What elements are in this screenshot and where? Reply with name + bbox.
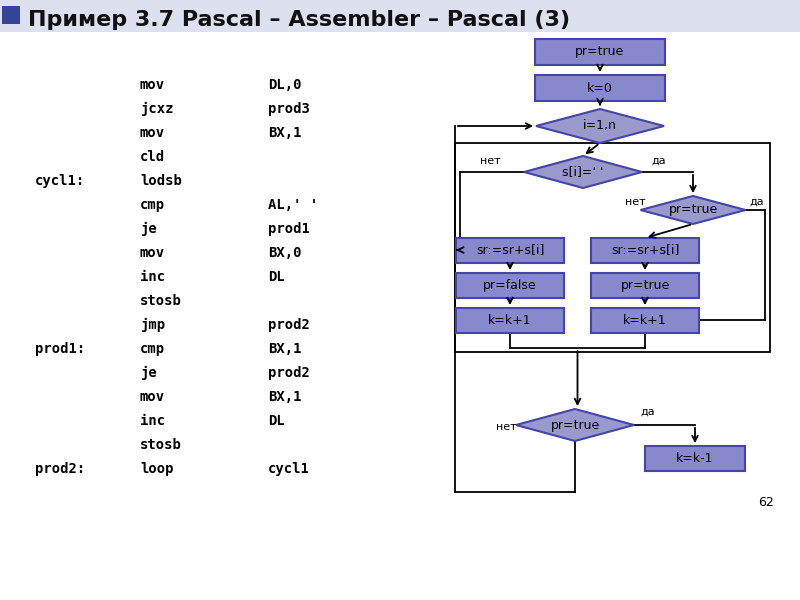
Polygon shape [536, 109, 664, 143]
Text: mov: mov [140, 246, 165, 260]
Text: DL: DL [268, 414, 285, 428]
Text: s[i]=' ': s[i]=' ' [562, 166, 604, 179]
Text: BX,1: BX,1 [268, 126, 302, 140]
FancyBboxPatch shape [456, 238, 564, 263]
Text: sr:=sr+s[i]: sr:=sr+s[i] [476, 244, 544, 257]
Text: je: je [140, 366, 157, 380]
Text: pr=true: pr=true [620, 278, 670, 292]
Text: mov: mov [140, 126, 165, 140]
Text: sr:=sr+s[i]: sr:=sr+s[i] [611, 244, 679, 257]
Text: нет: нет [480, 156, 500, 166]
FancyBboxPatch shape [0, 0, 800, 32]
Text: нет: нет [625, 197, 646, 207]
Text: k=k+1: k=k+1 [623, 313, 667, 326]
Text: stosb: stosb [140, 294, 182, 308]
Polygon shape [516, 409, 634, 441]
Text: DL,0: DL,0 [268, 78, 302, 92]
FancyBboxPatch shape [535, 39, 665, 65]
FancyBboxPatch shape [591, 238, 699, 263]
Text: cycl1: cycl1 [268, 462, 310, 476]
FancyBboxPatch shape [591, 307, 699, 332]
Text: lodsb: lodsb [140, 174, 182, 188]
Text: loop: loop [140, 462, 174, 476]
Text: k=0: k=0 [587, 82, 613, 94]
FancyBboxPatch shape [591, 272, 699, 298]
Text: cmp: cmp [140, 198, 165, 212]
FancyBboxPatch shape [645, 445, 745, 470]
Polygon shape [641, 196, 746, 224]
Text: cmp: cmp [140, 342, 165, 356]
Text: cld: cld [140, 150, 165, 164]
Text: jmp: jmp [140, 318, 165, 332]
Text: да: да [640, 407, 654, 417]
Text: jcxz: jcxz [140, 102, 174, 116]
Text: да: да [749, 197, 764, 207]
Text: BX,1: BX,1 [268, 342, 302, 356]
Text: prod3: prod3 [268, 102, 310, 116]
Text: prod1:: prod1: [35, 342, 86, 356]
Text: k=k+1: k=k+1 [488, 313, 532, 326]
Text: BX,0: BX,0 [268, 246, 302, 260]
Text: mov: mov [140, 390, 165, 404]
Text: pr=true: pr=true [550, 419, 600, 431]
Text: prod1: prod1 [268, 222, 310, 236]
Text: BX,1: BX,1 [268, 390, 302, 404]
Text: mov: mov [140, 78, 165, 92]
FancyBboxPatch shape [456, 307, 564, 332]
Text: да: да [651, 156, 666, 166]
Text: prod2: prod2 [268, 366, 310, 380]
Text: DL: DL [268, 270, 285, 284]
Text: Пример 3.7 Pascal – Assembler – Pascal (3): Пример 3.7 Pascal – Assembler – Pascal (… [28, 10, 570, 30]
Text: pr=true: pr=true [575, 46, 625, 58]
Text: je: je [140, 222, 157, 236]
Text: stosb: stosb [140, 438, 182, 452]
Text: prod2:: prod2: [35, 462, 86, 476]
Text: inc: inc [140, 414, 165, 428]
FancyBboxPatch shape [2, 6, 20, 24]
Text: 62: 62 [758, 497, 774, 509]
Text: k=k-1: k=k-1 [676, 451, 714, 464]
Text: pr=false: pr=false [483, 278, 537, 292]
Text: cycl1:: cycl1: [35, 174, 86, 188]
Text: prod2: prod2 [268, 318, 310, 332]
Text: AL,' ': AL,' ' [268, 198, 318, 212]
FancyBboxPatch shape [535, 75, 665, 101]
Text: pr=true: pr=true [668, 203, 718, 217]
Text: i=1,n: i=1,n [583, 119, 617, 133]
Polygon shape [524, 156, 642, 188]
FancyBboxPatch shape [456, 272, 564, 298]
Text: нет: нет [496, 422, 516, 432]
Text: inc: inc [140, 270, 165, 284]
